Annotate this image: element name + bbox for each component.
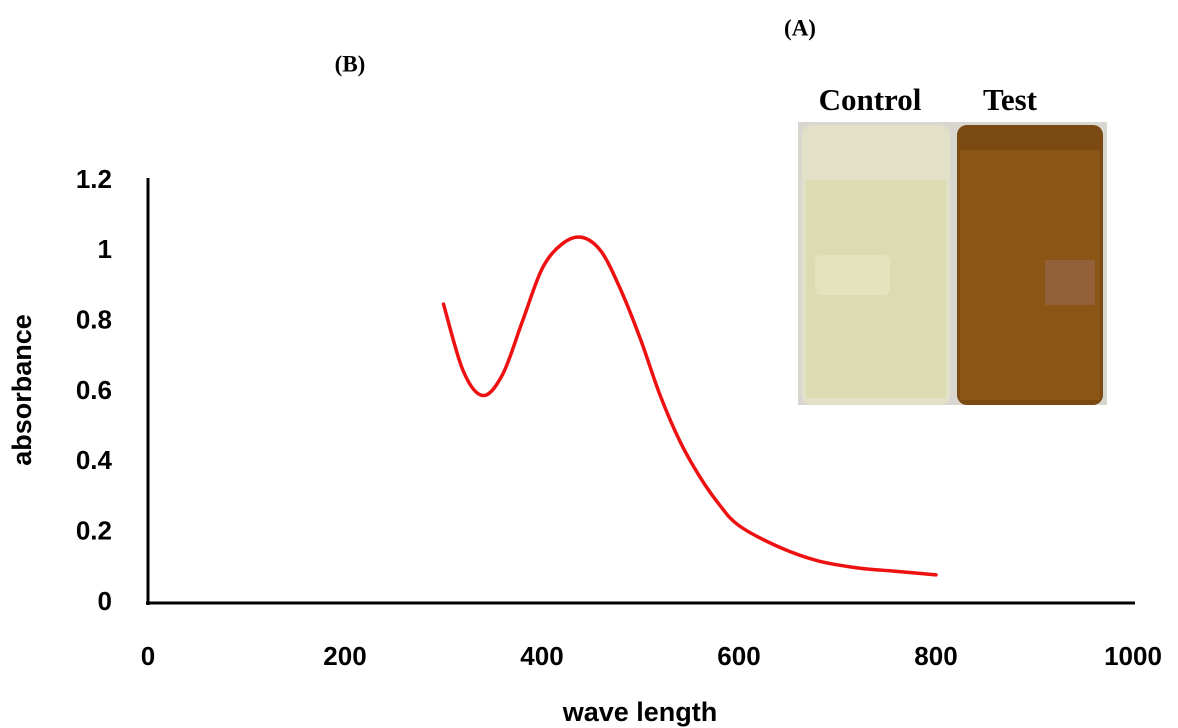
data-line — [441, 235, 938, 577]
x-axis-label: wave length — [562, 697, 718, 727]
label-patch — [815, 255, 890, 295]
x-tick-label: 800 — [914, 641, 957, 671]
panel-label: (B) — [335, 51, 366, 76]
photo-label: Control — [819, 82, 922, 117]
x-tick-label: 1000 — [1104, 641, 1162, 671]
y-tick-label: 1.2 — [76, 164, 112, 194]
y-axis-label: absorbance — [7, 314, 37, 466]
label-patch — [1045, 260, 1095, 305]
y-tick-label: 0 — [98, 586, 112, 616]
y-tick-label: 1 — [98, 234, 112, 264]
photo — [798, 122, 1107, 405]
y-tick-label: 0.2 — [76, 516, 112, 546]
x-tick-label: 0 — [141, 641, 155, 671]
panel-label: (A) — [784, 15, 816, 40]
photo-label: Test — [983, 82, 1038, 117]
x-tick-label: 400 — [520, 641, 563, 671]
y-tick-label: 0.6 — [76, 375, 112, 405]
x-tick-label: 600 — [717, 641, 760, 671]
y-tick-label: 0.8 — [76, 305, 112, 335]
y-tick-label: 0.4 — [76, 445, 113, 475]
x-tick-label: 200 — [323, 641, 366, 671]
